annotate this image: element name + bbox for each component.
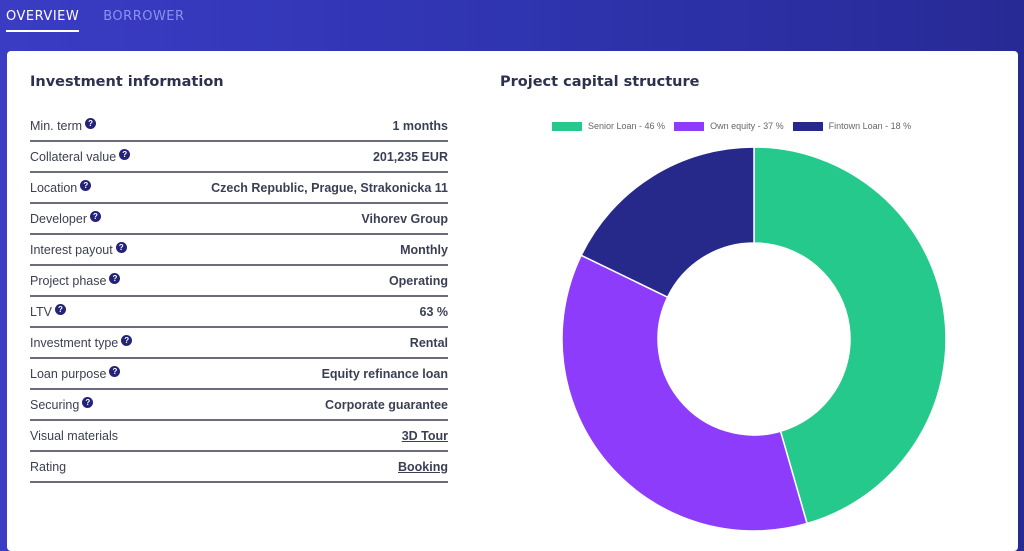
- info-row: Interest payout? Monthly: [30, 235, 448, 266]
- legend-swatch: [552, 121, 582, 131]
- legend-swatch: [792, 121, 823, 131]
- donut-slice-senior-loan[interactable]: [753, 146, 947, 525]
- legend-swatch: [674, 121, 705, 131]
- info-row-label: Project phase?: [30, 272, 121, 288]
- info-label-text: Interest payout: [30, 242, 113, 257]
- info-row: LTV? 63 %: [30, 297, 448, 328]
- info-row-value: Equity refinance loan: [321, 366, 448, 381]
- capital-structure-donut-chart: [561, 146, 947, 532]
- info-row: Project phase? Operating: [30, 266, 448, 297]
- info-row: Visual materials 3D Tour: [30, 421, 448, 452]
- info-row-label: LTV?: [30, 303, 66, 319]
- chart-legend: Senior Loan - 46 % Own equity - 37 % Finto…: [552, 121, 911, 131]
- question-circle-icon[interactable]: ?: [109, 365, 121, 377]
- legend-label: Fintown Loan - 18 %: [828, 121, 912, 131]
- question-circle-icon[interactable]: ?: [85, 117, 97, 129]
- donut-slice-own-equity[interactable]: [561, 254, 808, 532]
- info-row-label: Location?: [30, 179, 92, 195]
- info-row: Collateral value? 201,235 EUR: [30, 142, 448, 173]
- info-row-value: Corporate guarantee: [325, 397, 448, 412]
- info-row-label: Min. term?: [30, 117, 97, 133]
- question-circle-icon[interactable]: ?: [80, 179, 92, 191]
- investment-info-list: Min. term? 1 months Collateral value? 201,2…: [30, 111, 448, 483]
- info-row-label: Rating: [30, 460, 66, 474]
- info-row-label: Investment type?: [30, 334, 133, 350]
- info-label-text: LTV: [30, 304, 52, 319]
- info-row-value: 1 months: [392, 118, 448, 133]
- legend-label: Senior Loan - 46 %: [588, 121, 666, 131]
- info-row-value: Operating: [388, 273, 448, 288]
- legend-item[interactable]: Senior Loan - 46 %: [552, 121, 665, 131]
- tab-overview[interactable]: OVERVIEW: [6, 0, 80, 32]
- info-row-value: Rental: [409, 335, 448, 350]
- investment-info-title: Investment information: [30, 74, 224, 90]
- info-row: Rating Booking: [30, 452, 448, 483]
- info-row-label: Securing?: [30, 396, 94, 412]
- question-circle-icon[interactable]: ?: [115, 241, 127, 253]
- info-label-text: Loan purpose: [30, 366, 107, 381]
- chart-title: Project capital structure: [500, 74, 700, 90]
- info-label-text: Min. term: [30, 118, 83, 133]
- info-label-text: Rating: [30, 459, 67, 474]
- info-label-text: Investment type: [30, 335, 119, 350]
- info-label-text: Collateral value: [30, 149, 117, 164]
- info-row-label: Interest payout?: [30, 241, 127, 257]
- info-row-value: 63 %: [419, 304, 449, 319]
- tab-borrower[interactable]: BORROWER: [103, 9, 185, 24]
- info-label-text: Developer: [30, 211, 87, 226]
- info-row-label: Developer?: [30, 210, 101, 226]
- overview-card: Investment information Min. term? 1 month…: [7, 51, 1018, 551]
- tab-bar: OVERVIEW BORROWER: [6, 0, 185, 32]
- question-circle-icon[interactable]: ?: [55, 303, 66, 315]
- question-circle-icon[interactable]: ?: [82, 396, 94, 408]
- info-row-label: Collateral value?: [30, 148, 131, 164]
- info-row: Loan purpose? Equity refinance loan: [30, 359, 448, 390]
- info-row-value: Czech Republic, Prague, Strakonicka 11: [211, 180, 448, 195]
- info-row: Location? Czech Republic, Prague, Strakon…: [30, 173, 448, 204]
- info-row: Min. term? 1 months: [30, 111, 448, 142]
- info-label-text: Securing: [30, 397, 80, 412]
- donut-slice-fintown-loan[interactable]: [580, 146, 755, 299]
- info-row-link[interactable]: 3D Tour: [401, 428, 448, 443]
- legend-item[interactable]: Fintown Loan - 18 %: [792, 121, 912, 131]
- question-circle-icon[interactable]: ?: [89, 210, 101, 222]
- question-circle-icon[interactable]: ?: [121, 334, 133, 346]
- question-circle-icon[interactable]: ?: [119, 148, 131, 160]
- info-row-label: Loan purpose?: [30, 365, 121, 381]
- question-circle-icon[interactable]: ?: [109, 272, 121, 284]
- info-label-text: Location: [30, 180, 78, 195]
- info-row-label: Visual materials: [30, 429, 118, 443]
- info-row: Securing? Corporate guarantee: [30, 390, 448, 421]
- info-row-value: Vihorev Group: [361, 211, 448, 226]
- info-row-link[interactable]: Booking: [398, 459, 448, 474]
- info-row-value: 201,235 EUR: [372, 149, 448, 164]
- info-label-text: Project phase: [30, 273, 107, 288]
- info-row: Investment type? Rental: [30, 328, 448, 359]
- legend-label: Own equity - 37 %: [710, 121, 784, 131]
- legend-item[interactable]: Own equity - 37 %: [674, 121, 784, 131]
- info-row: Developer? Vihorev Group: [30, 204, 448, 235]
- info-label-text: Visual materials: [30, 428, 119, 443]
- info-row-value: Monthly: [400, 242, 448, 257]
